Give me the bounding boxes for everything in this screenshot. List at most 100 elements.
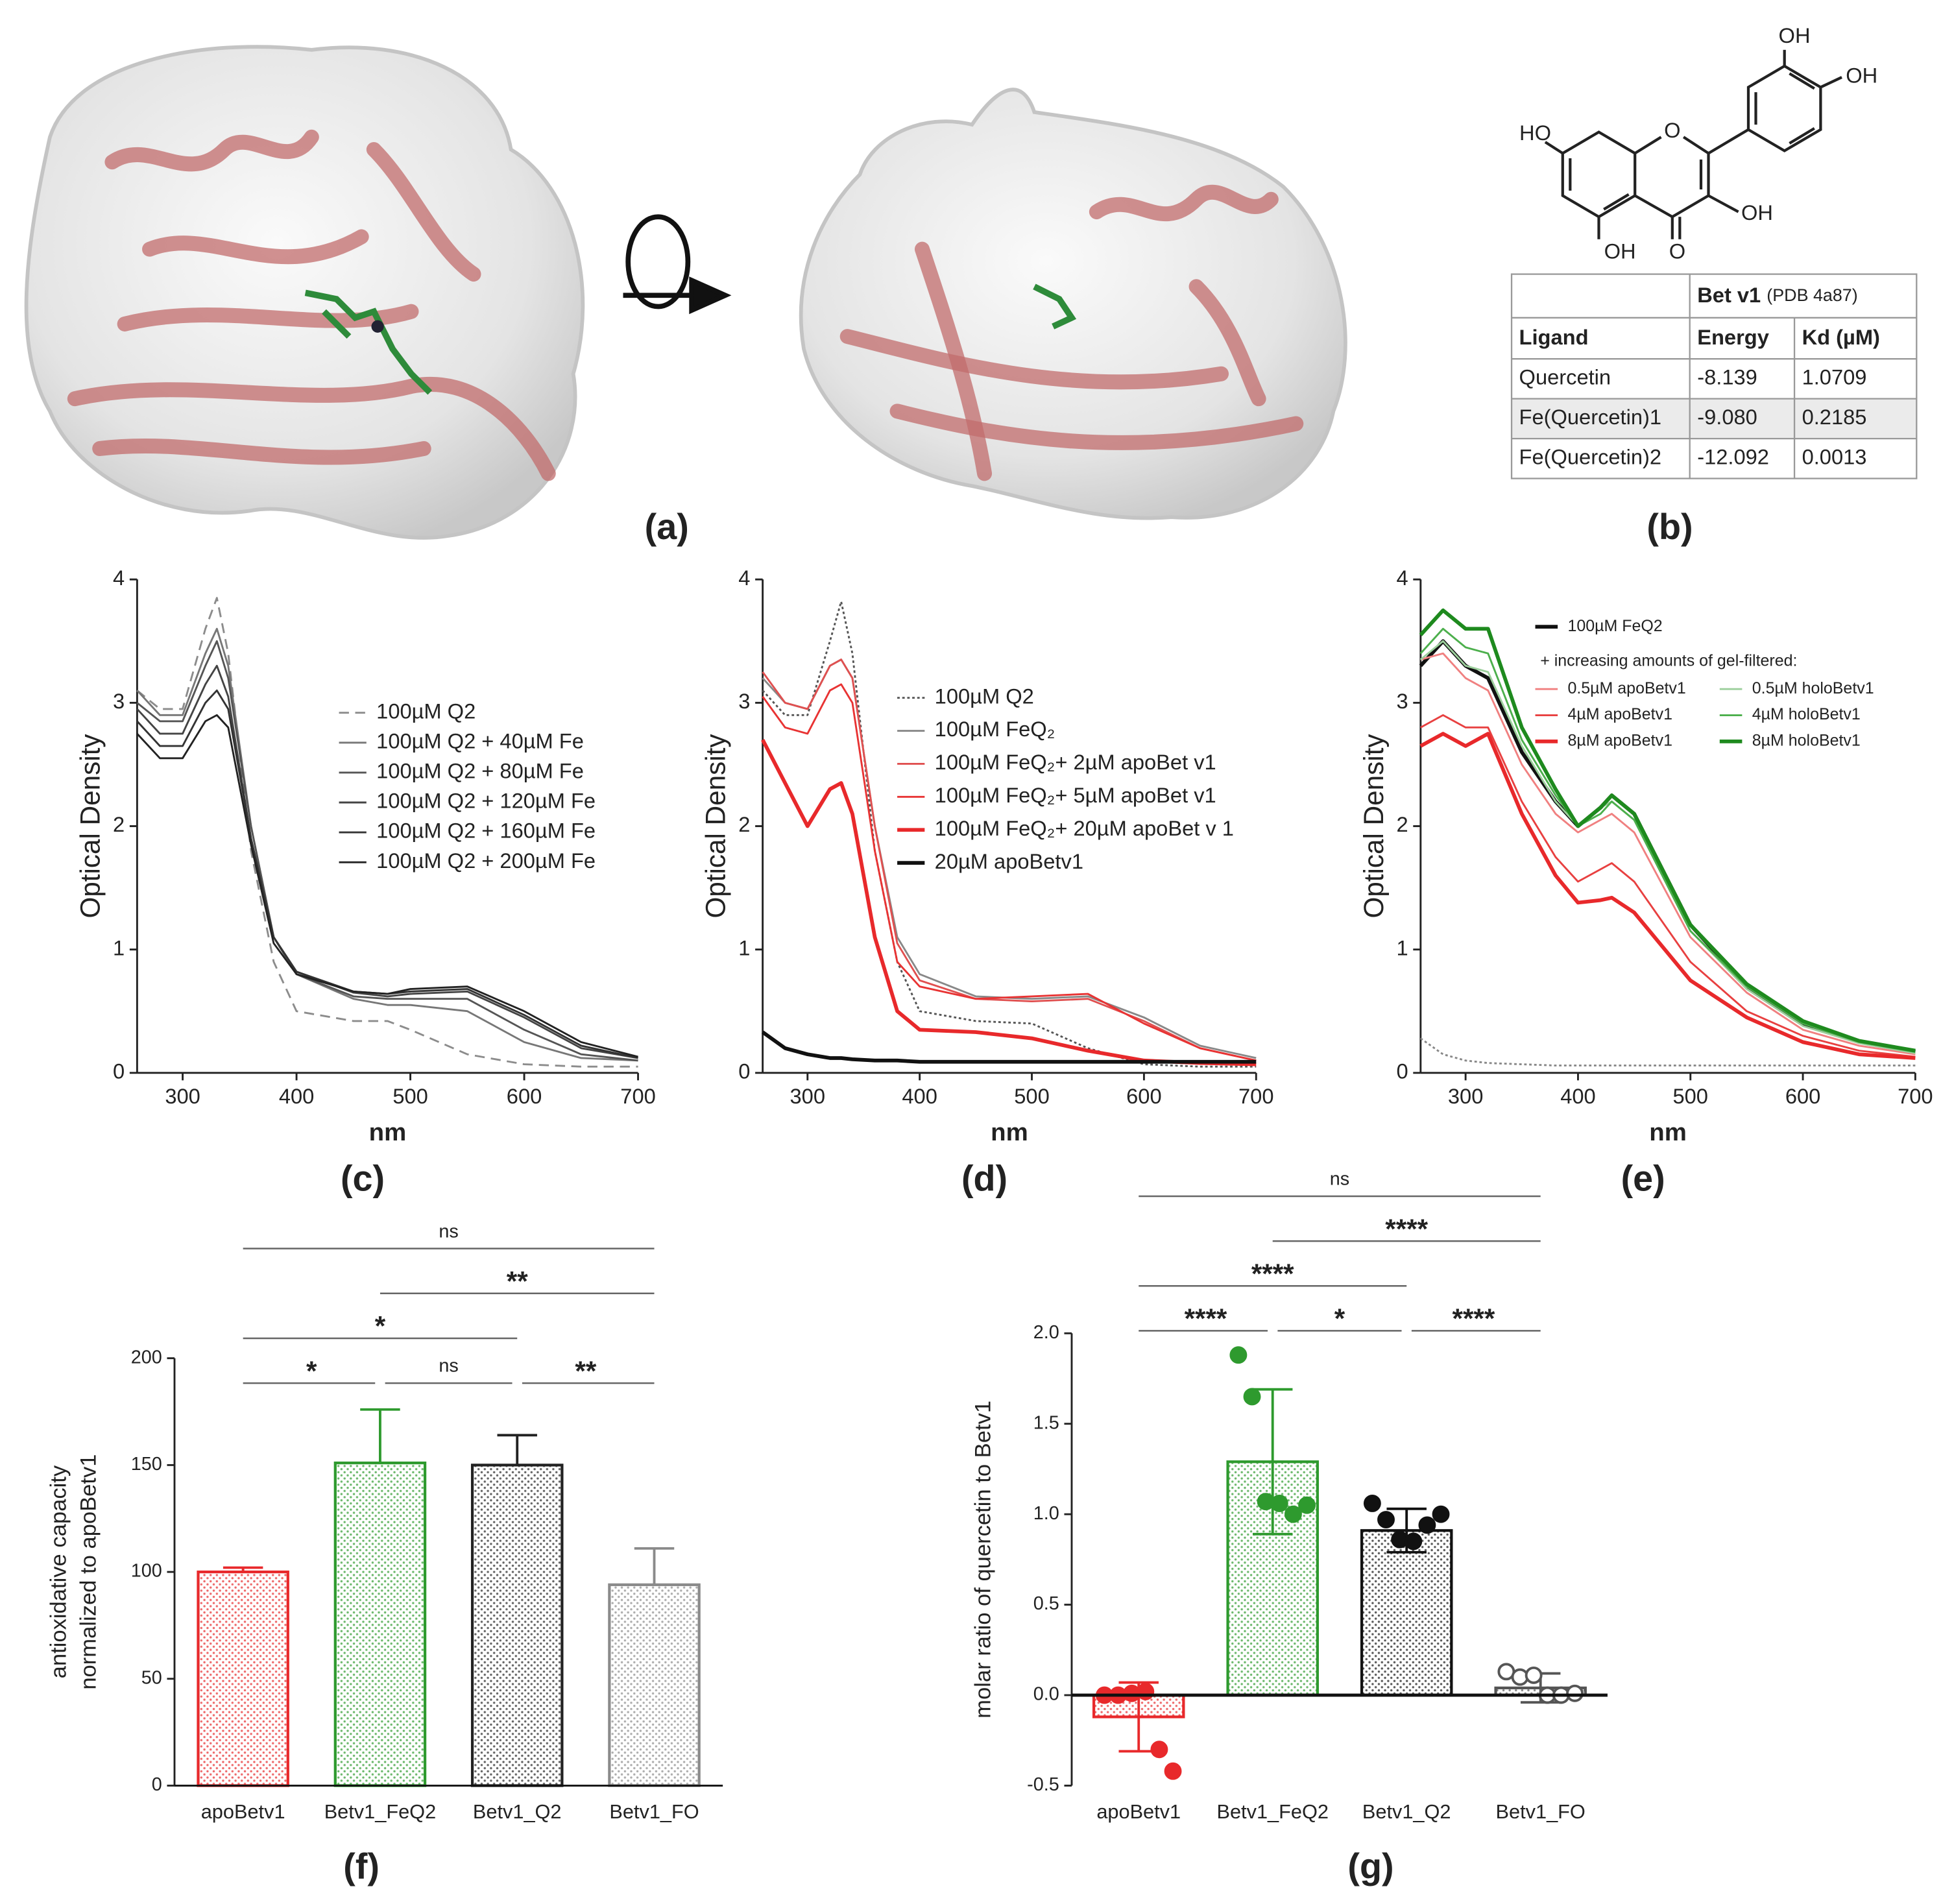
legend-label: 100µM Q2 + 80µM Fe (376, 759, 584, 783)
atom-label: O (1669, 239, 1685, 263)
y-tick-label: 4 (113, 566, 125, 590)
table-title-note: (PDB 4a87) (1767, 285, 1857, 305)
series-line (762, 683, 1257, 1062)
atom-label: OH (1779, 23, 1811, 47)
x-tick-label: 600 (1785, 1084, 1820, 1108)
series-line (1419, 627, 1916, 1053)
significance-label: * (1334, 1303, 1345, 1334)
x-tick-label: 400 (279, 1084, 314, 1108)
x-tick-label: apoBetv1 (1096, 1800, 1181, 1823)
y-tick-label: 100 (131, 1561, 162, 1582)
series-line (1419, 1037, 1916, 1066)
table-cell: -8.139 (1697, 365, 1757, 389)
y-axis-label: Optical Density (75, 734, 105, 919)
atom-label: OH (1741, 200, 1773, 224)
series-line (136, 714, 638, 1058)
significance-label: **** (1185, 1303, 1227, 1334)
legend-label: 100µM Q2 + 40µM Fe (376, 729, 584, 753)
legend-label: 100µM Q2 + 200µM Fe (376, 849, 596, 873)
data-point (1566, 1684, 1584, 1702)
panel-label: (f) (343, 1846, 380, 1886)
bar (470, 1464, 564, 1787)
series-line (761, 1030, 1257, 1064)
series-line (136, 689, 638, 1059)
table-header: Energy (1697, 325, 1769, 349)
series-line (1419, 732, 1916, 1060)
significance-label: ns (439, 1221, 458, 1242)
significance-label: * (306, 1356, 317, 1386)
table-cell: Quercetin (1519, 365, 1611, 389)
y-tick-label: 2 (113, 812, 125, 836)
table-header: Kd (µM) (1802, 325, 1880, 349)
atom-label: O (1664, 118, 1680, 142)
legend-label: 0.5µM holoBetv1 (1752, 679, 1874, 697)
data-point (1164, 1762, 1182, 1780)
y-tick-label: 1 (738, 935, 750, 959)
series-line (136, 597, 638, 1068)
chemical-structure (1544, 49, 1842, 239)
x-tick-label: 300 (1448, 1084, 1483, 1108)
data-point (1284, 1505, 1302, 1523)
legend-label: 4µM apoBetv1 (1567, 705, 1672, 723)
legend-label: 100µM Q2 (935, 684, 1034, 708)
y-tick-label: 150 (131, 1454, 162, 1475)
legend-note: + increasing amounts of gel-filtered: (1540, 652, 1797, 670)
series-line (1420, 652, 1916, 1055)
y-tick-label: 0 (113, 1059, 125, 1083)
table-title: Bet v1 (PDB 4a87) (1697, 283, 1857, 307)
x-tick-label: Betv1_Q2 (1362, 1800, 1451, 1823)
bar (1360, 1529, 1453, 1697)
y-tick-label: 1.5 (1033, 1412, 1059, 1433)
x-tick-label: 700 (1898, 1084, 1933, 1108)
panel-label: (g) (1347, 1846, 1393, 1886)
significance-label: ** (575, 1356, 596, 1386)
legend-label: 100µM FeQ₂+ 5µM apoBet v1 (935, 783, 1216, 807)
legend-label: 8µM apoBetv1 (1567, 731, 1672, 749)
y-tick-label: 0 (1396, 1059, 1408, 1083)
table-cell: Fe(Quercetin)1 (1519, 405, 1662, 429)
data-point (1432, 1505, 1450, 1523)
table-cell: 0.0013 (1802, 444, 1867, 468)
y-tick-label: 3 (1396, 689, 1408, 713)
row-shade (1512, 398, 1917, 439)
y-tick-label: -0.5 (1027, 1774, 1059, 1795)
x-tick-label: Betv1_FO (609, 1800, 699, 1823)
table-cell: -9.080 (1697, 405, 1757, 429)
x-tick-label: 500 (1673, 1084, 1708, 1108)
panel-label: (b) (1646, 507, 1693, 547)
panel-label: (c) (341, 1159, 385, 1199)
x-axis-label: nm (991, 1118, 1028, 1146)
panel-label: (e) (1621, 1159, 1665, 1199)
x-tick-label: 500 (392, 1084, 428, 1108)
significance-label: ** (507, 1266, 528, 1297)
x-tick-label: Betv1_FeQ2 (324, 1800, 436, 1823)
significance-label: **** (1453, 1303, 1495, 1334)
bar (333, 1461, 427, 1787)
y-tick-label: 0.0 (1033, 1684, 1059, 1705)
y-axis-label: antioxidative capacity (46, 1465, 71, 1678)
x-tick-label: apoBetv1 (201, 1800, 285, 1823)
legend-label: 100µM Q2 + 120µM Fe (376, 789, 596, 813)
x-tick-label: 600 (1126, 1084, 1161, 1108)
rotation-icon (623, 214, 732, 315)
significance-label: ns (439, 1356, 458, 1377)
significance-label: **** (1251, 1259, 1294, 1289)
data-point (1405, 1532, 1423, 1550)
y-axis-label: Optical Density (1358, 734, 1389, 919)
significance-label: ns (1330, 1169, 1349, 1190)
x-tick-label: Betv1_FeQ2 (1216, 1800, 1328, 1823)
x-tick-label: Betv1_FO (1496, 1800, 1586, 1823)
legend-label: 100µM FeQ₂+ 2µM apoBet v1 (935, 750, 1216, 774)
legend-label: 4µM holoBetv1 (1752, 705, 1861, 723)
series-line (1419, 640, 1916, 1054)
data-point (1229, 1346, 1248, 1364)
x-tick-label: 400 (902, 1084, 937, 1108)
structure-labels: HO O OH OH O OH OH (1519, 23, 1877, 263)
table-cell: -12.092 (1697, 444, 1769, 468)
data-point (1525, 1666, 1543, 1684)
protein-left (24, 45, 585, 540)
y-tick-label: 2.0 (1033, 1322, 1059, 1343)
data-point (1298, 1496, 1316, 1514)
